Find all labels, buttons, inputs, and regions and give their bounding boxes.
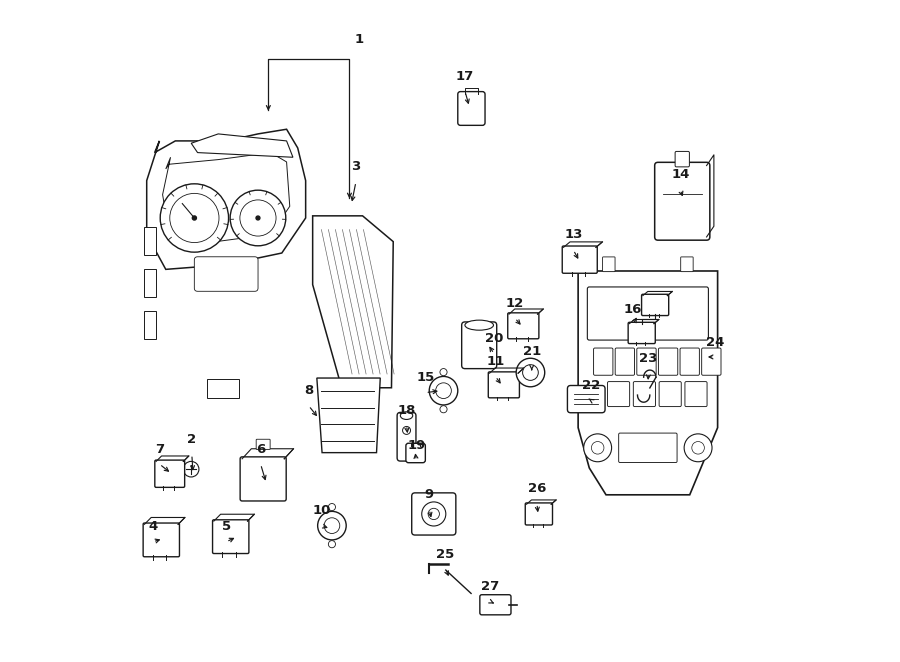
FancyBboxPatch shape xyxy=(675,152,689,167)
FancyBboxPatch shape xyxy=(634,381,655,406)
Circle shape xyxy=(318,511,346,540)
Polygon shape xyxy=(191,134,292,158)
FancyBboxPatch shape xyxy=(608,381,630,406)
Polygon shape xyxy=(345,388,375,414)
Circle shape xyxy=(517,358,544,387)
FancyBboxPatch shape xyxy=(685,381,707,406)
FancyBboxPatch shape xyxy=(489,372,519,398)
FancyBboxPatch shape xyxy=(397,412,416,461)
Circle shape xyxy=(256,216,260,220)
Text: 16: 16 xyxy=(624,303,642,316)
Polygon shape xyxy=(578,271,717,495)
Text: 24: 24 xyxy=(706,336,724,348)
Circle shape xyxy=(684,434,712,462)
Polygon shape xyxy=(312,216,393,388)
Circle shape xyxy=(692,442,705,454)
Text: 21: 21 xyxy=(523,346,541,358)
Circle shape xyxy=(584,434,612,462)
FancyBboxPatch shape xyxy=(680,348,699,375)
FancyBboxPatch shape xyxy=(143,311,157,340)
Text: 8: 8 xyxy=(304,384,313,397)
Circle shape xyxy=(328,541,336,547)
Ellipse shape xyxy=(400,412,413,420)
FancyBboxPatch shape xyxy=(480,594,511,615)
Text: 12: 12 xyxy=(506,297,524,310)
Circle shape xyxy=(523,365,538,381)
FancyBboxPatch shape xyxy=(526,503,553,525)
Circle shape xyxy=(328,504,336,510)
FancyBboxPatch shape xyxy=(628,322,655,344)
FancyBboxPatch shape xyxy=(642,295,669,316)
Circle shape xyxy=(422,502,446,526)
FancyBboxPatch shape xyxy=(143,523,179,557)
Text: 10: 10 xyxy=(312,504,330,517)
FancyBboxPatch shape xyxy=(618,433,677,463)
Polygon shape xyxy=(317,378,381,453)
Text: 17: 17 xyxy=(455,70,474,83)
Circle shape xyxy=(440,369,447,376)
Text: 26: 26 xyxy=(527,482,546,495)
Text: 23: 23 xyxy=(639,352,658,365)
FancyBboxPatch shape xyxy=(212,520,249,553)
Circle shape xyxy=(436,383,452,399)
Circle shape xyxy=(428,508,439,520)
Text: 19: 19 xyxy=(407,440,426,452)
Circle shape xyxy=(402,426,410,434)
FancyBboxPatch shape xyxy=(240,457,286,501)
Text: 6: 6 xyxy=(256,443,266,455)
FancyBboxPatch shape xyxy=(594,348,613,375)
Text: 11: 11 xyxy=(486,355,505,368)
Text: 20: 20 xyxy=(485,332,503,346)
FancyBboxPatch shape xyxy=(562,246,598,273)
Circle shape xyxy=(429,377,458,405)
FancyBboxPatch shape xyxy=(143,227,157,256)
Circle shape xyxy=(591,442,604,454)
Ellipse shape xyxy=(465,320,493,330)
FancyBboxPatch shape xyxy=(637,348,656,375)
Text: 3: 3 xyxy=(351,160,361,173)
Text: 14: 14 xyxy=(671,168,689,181)
FancyBboxPatch shape xyxy=(508,313,539,339)
FancyBboxPatch shape xyxy=(194,257,258,291)
FancyBboxPatch shape xyxy=(567,385,605,412)
Text: 25: 25 xyxy=(436,547,454,561)
Text: 22: 22 xyxy=(582,379,600,392)
FancyBboxPatch shape xyxy=(654,162,710,240)
Circle shape xyxy=(193,216,196,220)
Polygon shape xyxy=(163,153,290,242)
FancyBboxPatch shape xyxy=(603,257,615,271)
FancyBboxPatch shape xyxy=(155,460,184,487)
Text: 1: 1 xyxy=(355,32,364,46)
Circle shape xyxy=(324,518,340,534)
Text: 15: 15 xyxy=(416,371,435,384)
Text: 7: 7 xyxy=(155,443,164,455)
FancyBboxPatch shape xyxy=(680,257,693,271)
Circle shape xyxy=(440,406,447,413)
FancyBboxPatch shape xyxy=(411,493,455,535)
FancyBboxPatch shape xyxy=(659,381,681,406)
Text: 2: 2 xyxy=(187,433,196,446)
Circle shape xyxy=(160,184,229,252)
FancyBboxPatch shape xyxy=(143,269,157,297)
FancyBboxPatch shape xyxy=(462,322,497,369)
FancyBboxPatch shape xyxy=(659,348,678,375)
FancyBboxPatch shape xyxy=(207,379,238,398)
Text: 27: 27 xyxy=(482,580,500,593)
FancyBboxPatch shape xyxy=(458,91,485,125)
FancyBboxPatch shape xyxy=(702,348,721,375)
Circle shape xyxy=(230,190,286,246)
Text: 5: 5 xyxy=(221,520,230,534)
Circle shape xyxy=(184,461,199,477)
FancyBboxPatch shape xyxy=(588,287,708,340)
Text: 13: 13 xyxy=(564,228,582,242)
FancyBboxPatch shape xyxy=(406,444,426,463)
Text: 9: 9 xyxy=(425,488,434,501)
Text: 18: 18 xyxy=(397,404,416,416)
FancyBboxPatch shape xyxy=(256,440,270,449)
Text: 4: 4 xyxy=(148,520,157,534)
FancyBboxPatch shape xyxy=(616,348,634,375)
